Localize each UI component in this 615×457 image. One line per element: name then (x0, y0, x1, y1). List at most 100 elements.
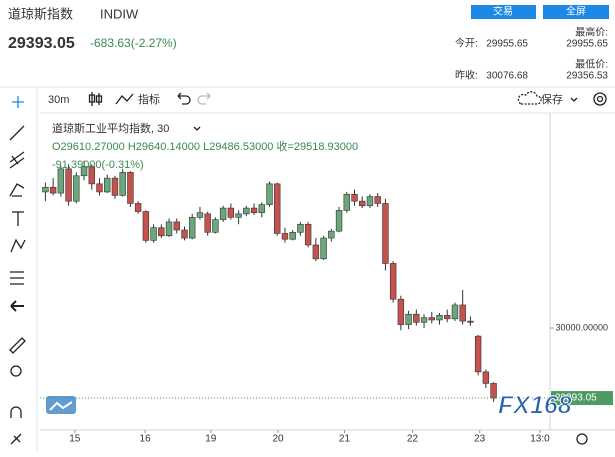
gear-bottom[interactable] (576, 433, 588, 445)
candle-body (351, 193, 358, 202)
legend-change: -91.39000(-0.31%) (52, 159, 144, 171)
candle-body (227, 207, 235, 218)
candle-body (467, 320, 474, 323)
candle-body (436, 315, 443, 321)
zoom-tool[interactable] (10, 365, 22, 377)
settings[interactable] (593, 92, 607, 106)
candle-body (57, 168, 65, 194)
candle-body (196, 212, 204, 218)
candle-icon[interactable] (88, 92, 103, 106)
candle-body (459, 304, 466, 322)
stat-label: 最低价: (575, 58, 608, 71)
candle-body (212, 219, 219, 233)
back-tool[interactable] (10, 300, 24, 312)
candle-body (243, 207, 250, 215)
candle-body (204, 213, 211, 233)
candle-body (219, 207, 227, 220)
brush-tool[interactable] (9, 183, 25, 197)
plot: 30000.00000 15 16 19 20 21 22 23 13:0 29393.05 (40, 160, 613, 445)
candle-body (328, 230, 335, 239)
candle-body (127, 172, 134, 204)
candle-body (258, 204, 265, 213)
last-price-label: 29393.05 (555, 393, 597, 404)
x-tick-label: 13:0 (530, 434, 550, 445)
candle-body (320, 237, 327, 260)
candle-body (165, 221, 173, 237)
candle-body (96, 183, 103, 193)
candle-body (312, 244, 320, 260)
interval[interactable]: 30m (48, 94, 69, 106)
trade-label[interactable]: 交易 (493, 5, 513, 18)
last-price-box (551, 391, 613, 406)
candle-body (359, 200, 366, 207)
candle-body (119, 172, 126, 196)
candle-body (250, 207, 258, 213)
x-tick-label: 23 (474, 434, 486, 445)
stat-value: 30076.68 (486, 71, 528, 82)
title: 道琼斯指数 (8, 6, 73, 21)
candle-body (65, 168, 72, 202)
fib-tool[interactable] (9, 151, 25, 169)
candle-body (428, 317, 435, 321)
candle-body (173, 221, 180, 231)
line-tool[interactable] (9, 125, 25, 141)
symbol: INDIW (100, 6, 139, 21)
erase-tool[interactable] (10, 433, 22, 445)
x-tick-label: 20 (272, 434, 284, 445)
pattern-tool[interactable] (10, 238, 26, 253)
candle-body (413, 313, 420, 323)
save[interactable]: 保存 (541, 92, 563, 106)
candle-body (374, 196, 381, 204)
candle-body (304, 223, 312, 246)
candle-body (189, 217, 196, 239)
candle-body (111, 177, 119, 196)
text-tool[interactable] (12, 211, 24, 226)
candle-body (134, 203, 142, 212)
x-tick-label: 15 (69, 434, 81, 445)
candle-body (482, 371, 490, 384)
stat-value: 29955.65 (566, 39, 608, 50)
settings-core (596, 95, 604, 103)
candle-body (405, 313, 412, 325)
change: -683.63(-2.27%) (90, 36, 177, 50)
save-menu[interactable] (570, 97, 578, 102)
undo[interactable] (177, 92, 191, 105)
candle-body (297, 223, 304, 233)
logo-badge-icon (49, 401, 73, 411)
trade-button[interactable] (471, 5, 536, 19)
ruler-tool[interactable] (9, 337, 26, 354)
logo-badge (46, 396, 76, 414)
stat-label: 最高价: (575, 26, 608, 39)
cloud-icon[interactable] (517, 91, 542, 105)
drawing-toolbar (9, 96, 26, 445)
candle-body (142, 211, 150, 241)
candle-body (343, 193, 350, 211)
legend-menu[interactable] (193, 126, 201, 131)
candle-body (397, 298, 405, 325)
crosshair[interactable] (12, 96, 24, 108)
indicators[interactable]: 指标 (138, 92, 160, 106)
stat-value: 29955.65 (486, 39, 528, 50)
candle-body (181, 229, 188, 239)
redo[interactable] (197, 92, 211, 105)
fullscreen-label[interactable]: 全屏 (566, 5, 586, 18)
indicator-icon[interactable] (115, 93, 134, 105)
legend-ohlc: O29610.27000 H29640.14000 L29486.53000 收… (52, 139, 358, 153)
candle-body (451, 304, 459, 320)
x-tick-label: 22 (407, 434, 419, 445)
candle-body (104, 177, 111, 193)
x-tick-label: 21 (339, 434, 351, 445)
prediction-tool[interactable] (10, 271, 24, 285)
candle-body (274, 183, 281, 234)
candle-body (490, 383, 497, 399)
candle-body (42, 187, 49, 193)
magnet-tool[interactable] (10, 406, 22, 418)
fullscreen-button[interactable] (543, 5, 609, 19)
y-tick-label: 30000.00000 (555, 322, 608, 332)
candle-body (88, 166, 95, 185)
candle-body (444, 315, 451, 320)
price: 29393.05 (8, 35, 75, 52)
candle-body (266, 183, 273, 205)
x-tick-label: 16 (140, 434, 152, 445)
